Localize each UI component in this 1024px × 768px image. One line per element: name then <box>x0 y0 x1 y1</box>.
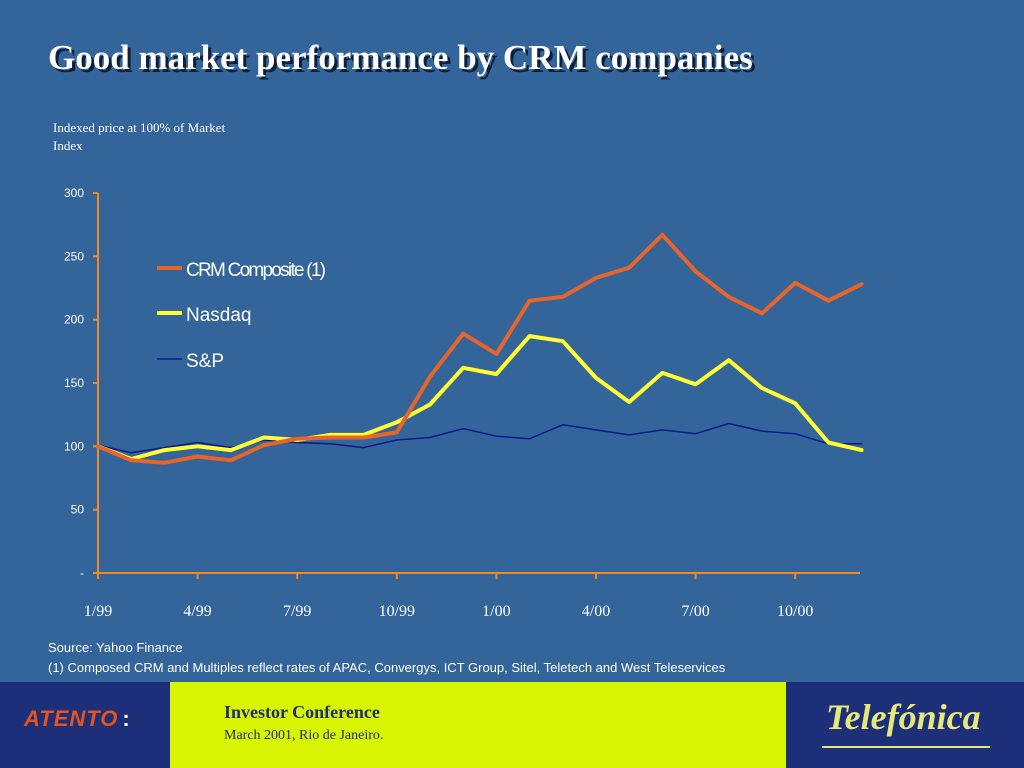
x-tick-label: 1/00 <box>482 603 510 620</box>
x-tick-label: 7/99 <box>283 603 311 620</box>
legend-label: Nasdaq <box>186 305 252 326</box>
x-tick-label: 4/00 <box>582 603 610 620</box>
x-tick-label: 1/99 <box>84 603 112 620</box>
footer-right-panel: Telefónica <box>786 682 1024 768</box>
telefonica-logo: Telefónica <box>826 697 981 737</box>
source-note: Source: Yahoo Finance <box>48 640 183 655</box>
y-tick-label: - <box>80 566 84 580</box>
footer-left-panel: ATENTO: <box>0 682 170 768</box>
x-tick-label: 7/00 <box>681 603 709 620</box>
y-tick-label: 50 <box>71 503 85 517</box>
conference-title: Investor Conference <box>224 702 380 722</box>
legend-label: CRM Composite (1) <box>186 260 326 281</box>
footnote: (1) Composed CRM and Multiples reflect r… <box>48 660 726 675</box>
y-tick-label: 200 <box>64 313 84 327</box>
series-line-nasdaq <box>96 334 864 461</box>
x-tick-label: 10/00 <box>777 603 813 620</box>
conference-subtitle: March 2001, Rio de Janeiro. <box>224 728 384 743</box>
atento-logo-colon: : <box>122 706 131 731</box>
x-tick-label: 4/99 <box>183 603 211 620</box>
y-tick-label: 300 <box>64 186 84 200</box>
page-title: Good market performance by CRM companies <box>48 38 753 77</box>
line-chart: 300 250 200 150 100 50 - 1/99 4/99 7/99 10/99 1/00 4… <box>64 186 864 620</box>
atento-logo-text: ATENTO <box>24 706 119 731</box>
y-axis-title: Indexed price at 100% of Market Index <box>53 120 226 153</box>
telefonica-logo-underline <box>822 746 990 748</box>
series-line-crm-composite-1 <box>96 232 864 465</box>
x-tick-label: 10/99 <box>379 603 415 620</box>
y-tick-label: 100 <box>64 439 84 453</box>
legend-label: S&P <box>186 351 224 372</box>
footer-center-panel: Investor Conference March 2001, Rio de J… <box>170 682 786 768</box>
series-line-s-p <box>97 422 863 454</box>
footer: ATENTO: Investor Conference March 2001, … <box>0 682 1024 768</box>
atento-logo: ATENTO: <box>24 706 131 732</box>
y-tick-label: 250 <box>64 249 84 263</box>
y-tick-label: 150 <box>64 376 84 390</box>
